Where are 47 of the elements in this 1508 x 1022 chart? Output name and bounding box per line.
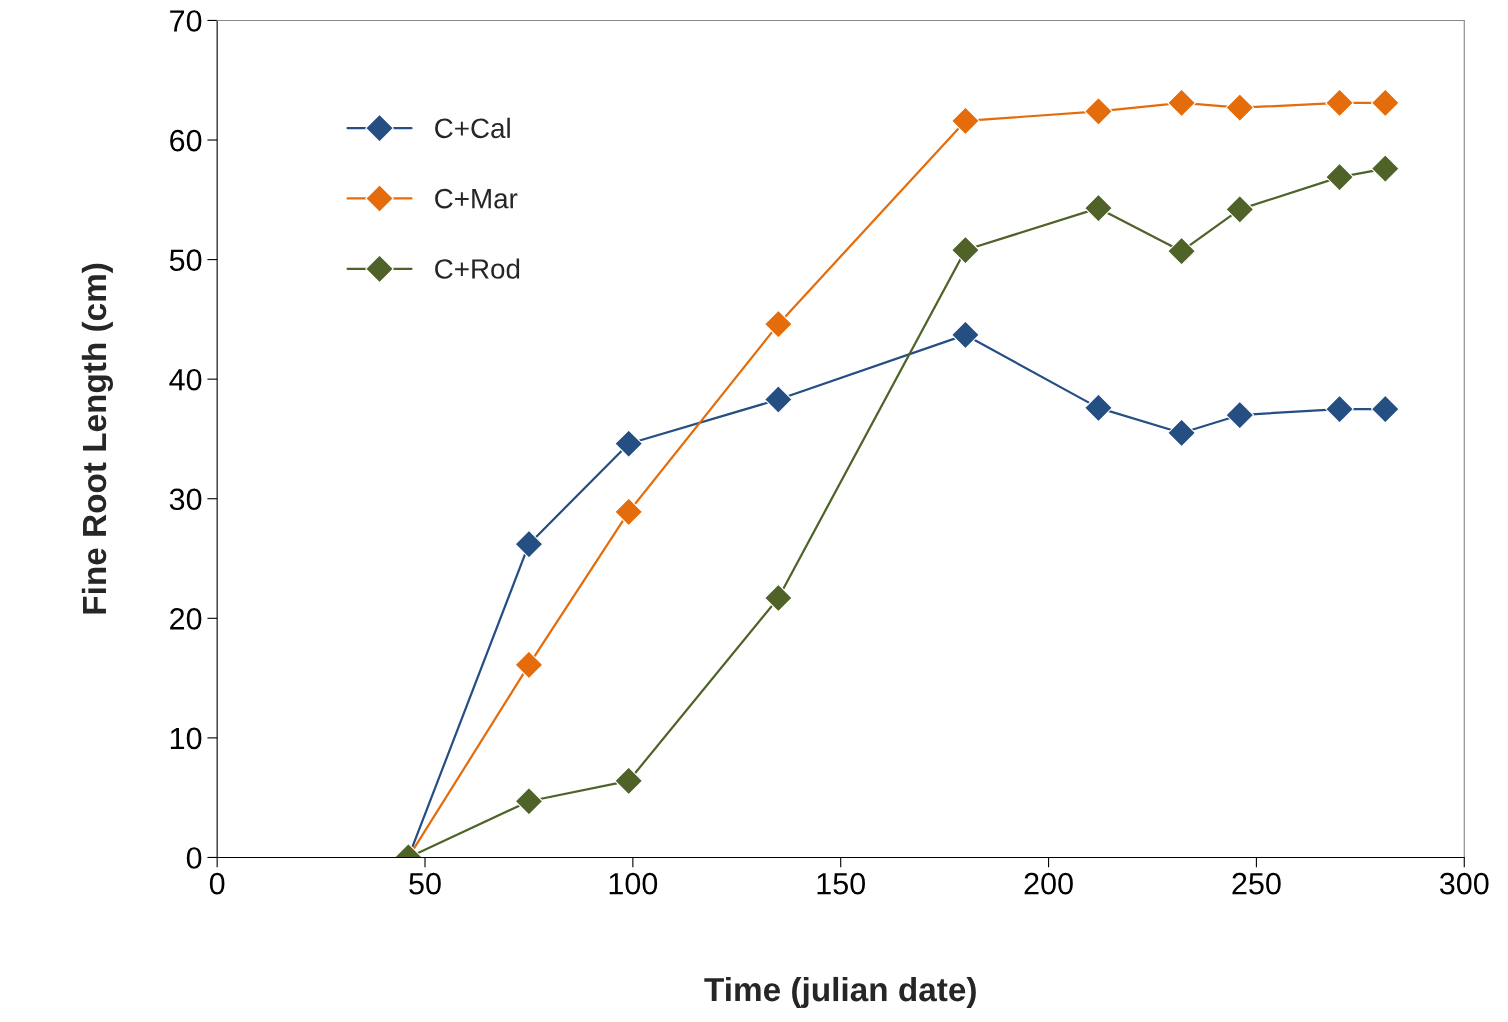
point bbox=[764, 309, 793, 339]
x-tick-label: 200 bbox=[1024, 872, 1073, 895]
point bbox=[1225, 400, 1255, 430]
point bbox=[514, 529, 544, 559]
point bbox=[764, 385, 793, 414]
point bbox=[514, 650, 544, 680]
y-tick-label: 10 bbox=[170, 727, 202, 750]
point bbox=[1084, 393, 1113, 423]
y-tick-label: 70 bbox=[170, 10, 202, 32]
point bbox=[951, 106, 980, 136]
y-tick-label: 0 bbox=[186, 847, 202, 869]
legend-label: C+Rod bbox=[435, 258, 520, 279]
x-tick-label: 300 bbox=[1439, 872, 1489, 895]
x-tick-label: 150 bbox=[817, 872, 866, 895]
legend-label: C+Mar bbox=[435, 188, 518, 209]
y-tick-label: 40 bbox=[169, 368, 202, 391]
point bbox=[1167, 236, 1196, 266]
point bbox=[1084, 193, 1113, 223]
y-axis-title: Fine Root Length (cm) bbox=[81, 263, 114, 614]
y-tick-label: 60 bbox=[170, 129, 202, 152]
point bbox=[1325, 88, 1354, 118]
legend-label: C+Cal bbox=[435, 117, 510, 139]
y-tick-label: 20 bbox=[170, 608, 202, 630]
y-tick-label: 50 bbox=[169, 249, 202, 271]
point bbox=[514, 786, 544, 816]
point bbox=[1370, 154, 1400, 184]
point bbox=[1225, 93, 1255, 123]
point bbox=[1084, 97, 1113, 126]
x-axis-title: Time (julian date) bbox=[704, 976, 976, 1008]
x-tick-label: 100 bbox=[609, 872, 658, 895]
point bbox=[1370, 88, 1400, 118]
point bbox=[614, 766, 644, 796]
point bbox=[1167, 88, 1196, 118]
x-tick-label: 250 bbox=[1232, 872, 1281, 895]
point bbox=[1325, 394, 1354, 424]
point bbox=[1167, 418, 1196, 448]
x-tick-label: 0 bbox=[209, 872, 225, 895]
point bbox=[614, 497, 644, 527]
point bbox=[951, 235, 980, 265]
x-tick-label: 50 bbox=[409, 872, 441, 895]
point bbox=[614, 429, 644, 459]
point bbox=[764, 583, 793, 613]
point bbox=[1225, 195, 1255, 224]
point bbox=[1370, 394, 1400, 424]
point bbox=[951, 320, 980, 350]
point bbox=[1325, 162, 1354, 192]
y-tick-label: 30 bbox=[169, 488, 202, 511]
